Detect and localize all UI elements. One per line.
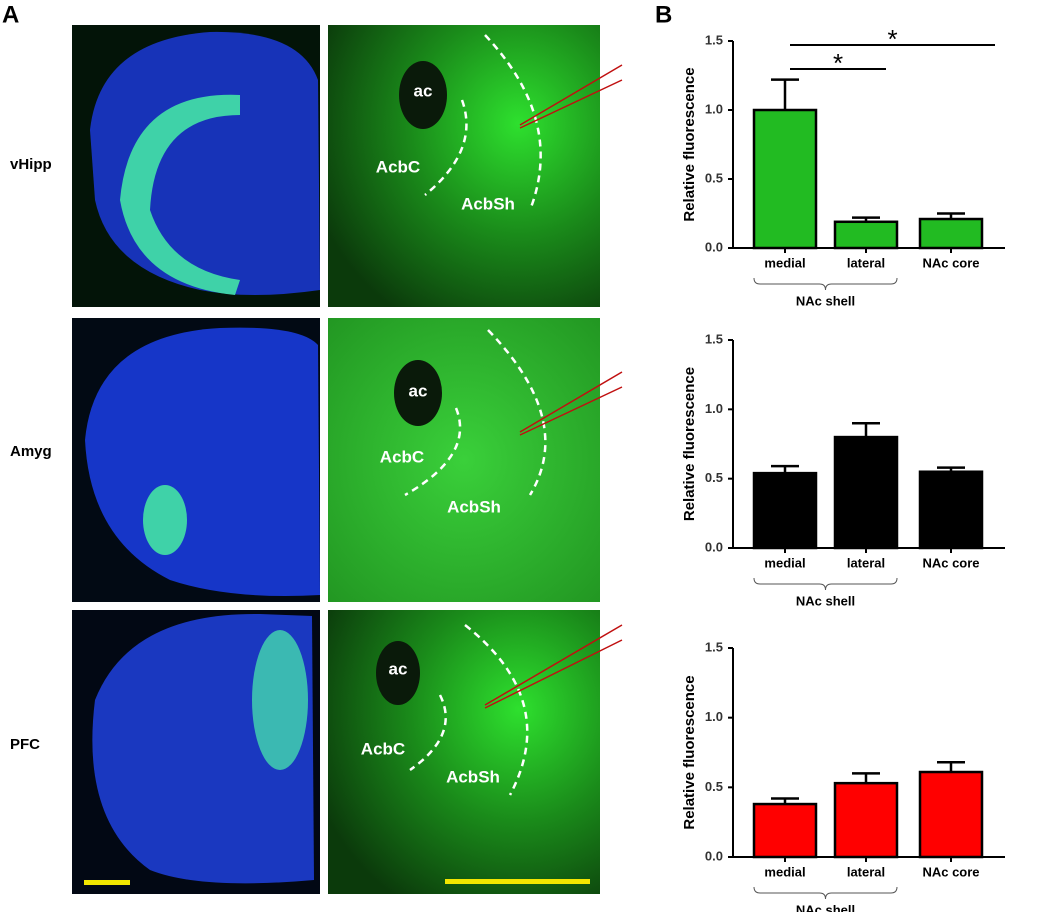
x-tick-label: lateral [847,255,885,270]
bar [918,217,984,250]
panel-label: A [2,1,19,28]
y-axis-label: Relative fluorescence [681,67,698,221]
scale-bar [84,880,130,885]
image-label: ac [414,81,433,100]
ac [394,360,442,426]
pipette [519,64,623,129]
image-label: AcbC [361,739,405,758]
image-label: AcbSh [461,194,515,213]
x-tick-label: NAc core [922,864,979,879]
image-label: ac [409,381,428,400]
y-tick-label: 0.0 [705,239,723,254]
y-tick-label: 1.0 [705,709,723,724]
group-label: NAc shell [796,293,855,308]
panel-label: B [655,1,672,28]
boundary [424,34,542,211]
ac [376,641,420,705]
label-signal [252,630,308,770]
y-axis-label: Relative fluorescence [681,367,698,521]
boundary [404,329,547,497]
x-tick-label: lateral [847,555,885,570]
x-tick-label: lateral [847,864,885,879]
y-tick-label: 1.5 [705,639,723,654]
x-tick-label: medial [764,555,805,570]
x-tick-label: medial [764,864,805,879]
group-label: NAc shell [796,593,855,608]
y-axis-label: Relative fluorescence [681,675,698,829]
image-label: AcbSh [446,767,500,786]
bar [752,802,818,859]
image [328,25,600,307]
bar [833,435,899,550]
image-row: PFC ac AcbC AcbSh [10,610,623,894]
pipette [484,624,623,709]
bar [833,781,899,859]
y-tick-label: 0.5 [705,779,723,794]
group-bracket [753,277,898,291]
significance-label: * [887,24,897,54]
x-tick-label: NAc core [922,255,979,270]
x-tick-label: NAc core [922,555,979,570]
y-tick-label: 1.0 [705,401,723,416]
row-label: vHipp [10,156,52,173]
image-row: Amyg ac AcbC AcbSh [10,318,623,602]
group-label: NAc shell [796,902,855,912]
bar [918,770,984,859]
y-tick-label: 1.5 [705,331,723,346]
pipette [519,371,623,436]
image-label: AcbC [380,447,424,466]
x-tick-label: medial [764,255,805,270]
y-tick-label: 0.5 [705,170,723,185]
bar [918,470,984,550]
y-tick-label: 1.0 [705,101,723,116]
bar [752,471,818,550]
ac [399,61,447,129]
group-bracket [753,886,898,900]
significance-label: * [833,48,843,78]
image-row: vHipp ac AcbC AcbSh [10,25,623,307]
label-signal [143,485,187,555]
image-label: AcbSh [447,497,501,516]
scale-bar [445,879,590,884]
image [328,610,600,894]
y-tick-label: 0.5 [705,470,723,485]
image-label: AcbC [376,157,420,176]
bar [833,220,899,250]
boundary [409,624,529,796]
y-tick-label: 1.5 [705,32,723,47]
bar [752,108,818,250]
y-tick-label: 0.0 [705,848,723,863]
row-label: Amyg [10,443,52,460]
label-signal [120,94,240,295]
group-bracket [753,577,898,591]
y-tick-label: 0.0 [705,539,723,554]
image [328,318,600,602]
row-label: PFC [10,736,40,753]
image-label: ac [389,659,408,678]
